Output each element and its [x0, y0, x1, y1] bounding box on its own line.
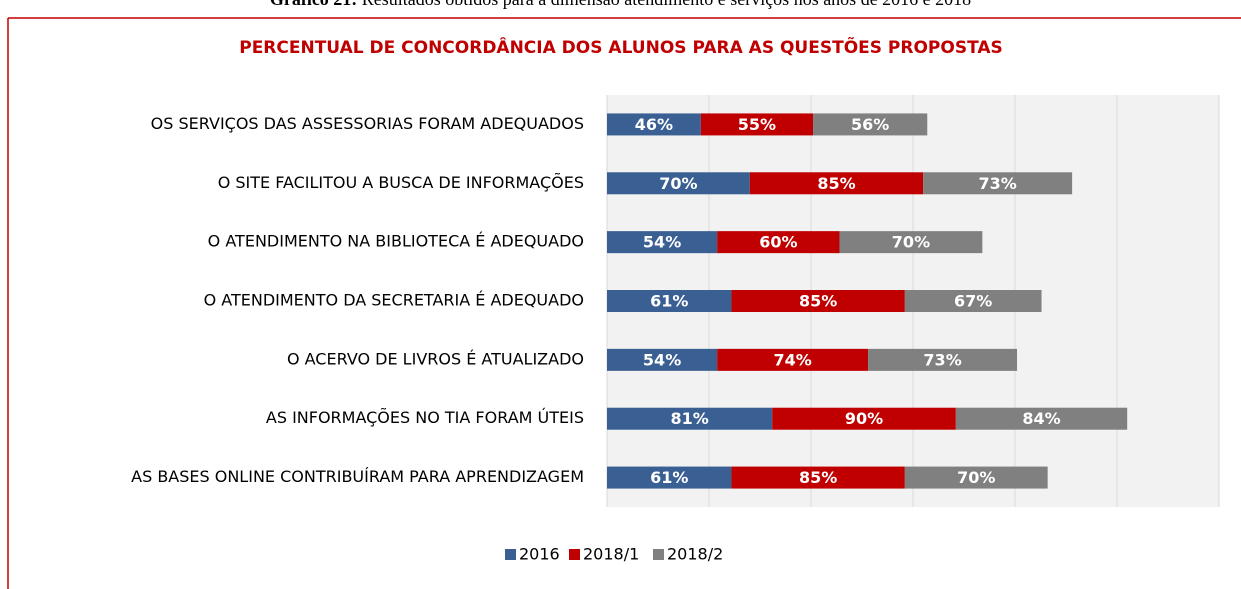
- data-label: 61%: [650, 292, 688, 311]
- data-label: 73%: [923, 350, 961, 369]
- data-label: 70%: [659, 174, 697, 193]
- data-label: 67%: [954, 292, 992, 311]
- bar-segment: [731, 466, 905, 489]
- bar-segment: [731, 290, 905, 312]
- data-label: 81%: [670, 409, 708, 428]
- legend-label: 2016: [519, 545, 560, 564]
- data-label: 46%: [635, 115, 673, 134]
- bar-segment: [904, 466, 1048, 489]
- bar-segment: [607, 290, 732, 312]
- caption-text: Resultados obtidos para a dimensão atend…: [362, 0, 971, 9]
- bar-segment: [772, 407, 956, 430]
- legend-swatch: [653, 549, 664, 560]
- legend-swatch: [505, 549, 516, 560]
- data-label: 56%: [851, 115, 889, 134]
- data-label: 85%: [799, 468, 837, 487]
- data-label: 54%: [643, 350, 681, 369]
- bar-segment: [717, 348, 869, 371]
- bar-segment: [607, 466, 732, 489]
- bar-segment: [700, 113, 814, 136]
- bar-segment: [607, 348, 718, 371]
- bar-segment: [813, 113, 928, 136]
- data-label: 61%: [650, 468, 688, 487]
- data-label: 60%: [759, 233, 797, 252]
- category-label: O ACERVO DE LIVROS É ATUALIZADO: [287, 349, 584, 368]
- data-label: 73%: [979, 174, 1017, 193]
- data-label: 55%: [738, 115, 776, 134]
- category-label: AS BASES ONLINE CONTRIBUÍRAM PARA APREND…: [131, 467, 584, 486]
- data-label: 85%: [799, 292, 837, 311]
- category-label: O ATENDIMENTO DA SECRETARIA É ADEQUADO: [204, 291, 584, 310]
- bar-segment: [749, 172, 924, 195]
- bar-segment: [923, 172, 1073, 195]
- caption: Gráfico 21: Resultados obtidos para a di…: [0, 0, 1241, 10]
- legend-swatch: [569, 549, 580, 560]
- category-label: OS SERVIÇOS DAS ASSESSORIAS FORAM ADEQUA…: [151, 114, 584, 133]
- category-label: O SITE FACILITOU A BUSCA DE INFORMAÇÕES: [218, 173, 584, 192]
- legend-label: 2018/1: [583, 545, 639, 564]
- category-label: AS INFORMAÇÕES NO TIA FORAM ÚTEIS: [266, 408, 584, 427]
- chart-title: PERCENTUAL DE CONCORDÂNCIA DOS ALUNOS PA…: [239, 35, 1003, 58]
- data-label: 70%: [957, 468, 995, 487]
- bar-segment: [607, 113, 701, 136]
- bar-segment: [839, 231, 983, 254]
- bar-segment: [904, 290, 1042, 312]
- data-label: 54%: [643, 233, 681, 252]
- bar-segment: [607, 172, 750, 195]
- data-label: 74%: [773, 350, 811, 369]
- data-label: 84%: [1022, 409, 1060, 428]
- legend-label: 2018/2: [667, 545, 723, 564]
- data-label: 85%: [817, 174, 855, 193]
- data-label: 90%: [845, 409, 883, 428]
- caption-label: Gráfico 21:: [270, 0, 357, 9]
- category-label: O ATENDIMENTO NA BIBLIOTECA É ADEQUADO: [208, 232, 584, 251]
- bar-segment: [607, 231, 718, 254]
- bar-segment: [607, 407, 773, 430]
- bar-segment: [717, 231, 840, 254]
- bar-segment: [955, 407, 1128, 430]
- bar-segment: [868, 348, 1018, 371]
- data-label: 70%: [892, 233, 930, 252]
